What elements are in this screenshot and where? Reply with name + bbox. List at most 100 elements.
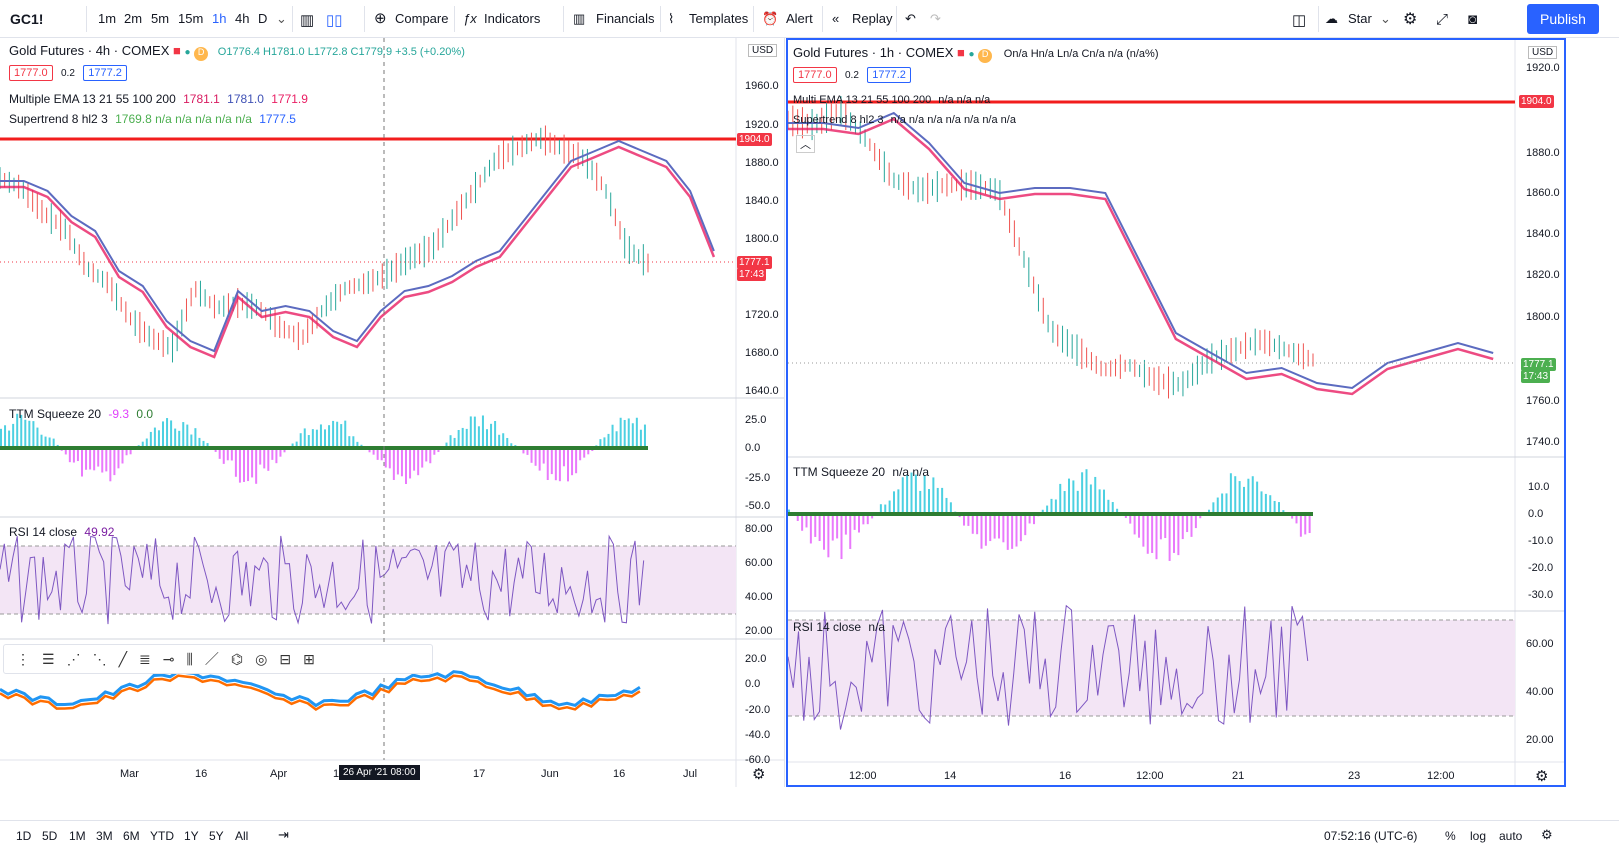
right-supertrend-legend[interactable]: Supertrend 8 hl2 3 n/a n/a n/a n/a n/a n… (793, 114, 1016, 126)
fib-channel-icon[interactable]: ⊟ (279, 650, 292, 667)
left-chart-pane[interactable]: Gold Futures · 4h · COMEX ■ ● D O1776.4 … (0, 38, 785, 787)
interval-2m[interactable]: 2m (124, 11, 143, 26)
chevron-down-icon[interactable]: ⌄ (1380, 11, 1391, 26)
plus-circle-icon[interactable]: ⊕ (374, 10, 387, 27)
range-1y[interactable]: 1Y (184, 829, 199, 843)
templates-icon[interactable]: ⌇ (668, 11, 675, 26)
right-rsi-legend[interactable]: RSI 14 close n/a (793, 620, 885, 634)
trend-line-icon[interactable]: ╱ (118, 650, 127, 667)
range-5d[interactable]: 5D (42, 829, 58, 843)
interval-15m[interactable]: 15m (178, 11, 204, 26)
log-toggle[interactable]: log (1470, 829, 1487, 843)
fx-icon[interactable]: ƒx (463, 11, 477, 26)
ttm-histogram-bar (849, 514, 852, 549)
range-1d[interactable]: 1D (16, 829, 32, 843)
left-supertrend-legend[interactable]: Supertrend 8 hl2 3 1769.8 n/a n/a n/a n/… (9, 112, 296, 126)
ask-price[interactable]: 1777.2 (867, 67, 911, 83)
financials-button[interactable]: Financials (596, 11, 655, 26)
publish-button[interactable]: Publish (1527, 4, 1599, 34)
clock[interactable]: 07:52:16 (UTC-6) (1324, 829, 1418, 843)
collapse-legend-icon[interactable]: ︿ (796, 135, 815, 153)
compare-button[interactable]: Compare (395, 11, 449, 26)
range-5y[interactable]: 5Y (209, 829, 224, 843)
chevron-down-icon[interactable]: ⌄ (276, 11, 287, 26)
gear-icon[interactable]: ⚙ (1403, 11, 1418, 28)
pattern-icon[interactable]: ⋰ (66, 650, 81, 667)
interval-d[interactable]: D (258, 11, 268, 26)
financials-icon[interactable]: ▥ (573, 11, 586, 26)
ttm-histogram-bar (1011, 514, 1014, 549)
ttm-histogram-bar (871, 514, 874, 519)
fib-icon[interactable]: ≣ (139, 650, 151, 667)
right-ttm-legend[interactable]: TTM Squeeze 20 n/a n/a (793, 465, 929, 479)
left-time-tick: 16 (613, 768, 626, 780)
layout-icon[interactable]: ◫ (1292, 12, 1307, 29)
interval-1m[interactable]: 1m (98, 11, 117, 26)
alert-button[interactable]: Alert (786, 11, 813, 26)
left-macd-tick: 20.0 (745, 653, 767, 665)
camera-icon[interactable]: ◙ (1468, 11, 1478, 28)
goto-date-icon[interactable]: ⇥ (278, 827, 289, 842)
right-ema-legend[interactable]: Multi EMA 13 21 55 100 200 n/a n/a n/a (793, 94, 990, 106)
candles-icon[interactable]: ▯▯ (326, 12, 343, 29)
abcd-pattern-icon[interactable]: ⋱ (92, 650, 107, 667)
interval-1h[interactable]: 1h (212, 11, 227, 26)
ttm-histogram-bar (4, 425, 7, 448)
symbol-search[interactable]: GC1! (10, 11, 44, 27)
templates-button[interactable]: Templates (689, 11, 749, 26)
range-all[interactable]: All (235, 829, 249, 843)
range-6m[interactable]: 6M (123, 829, 140, 843)
ttm-histogram-bar (823, 514, 825, 550)
bid-price[interactable]: 1777.0 (793, 67, 837, 83)
horizontal-lines-icon[interactable]: ☰ (42, 650, 55, 667)
ttm-histogram-bar (619, 417, 622, 448)
ask-price[interactable]: 1777.2 (83, 65, 127, 81)
bar-style-icon[interactable]: ▥ (300, 12, 315, 29)
interval-4h[interactable]: 4h (235, 11, 250, 26)
interval-5m[interactable]: 5m (151, 11, 170, 26)
ttm-histogram-bar (550, 448, 553, 475)
percent-toggle[interactable]: % (1445, 829, 1456, 843)
redo-icon[interactable]: ↷ (930, 11, 941, 26)
alarm-icon[interactable]: ⏰ (762, 11, 779, 26)
ttm-histogram-bar (1234, 476, 1237, 514)
horizontal-ray-icon[interactable]: ⊸ (162, 650, 175, 667)
node-icon[interactable]: ⌬ (230, 650, 244, 667)
left-chart-canvas[interactable] (0, 38, 785, 787)
right-chart-canvas[interactable] (788, 40, 1566, 787)
spiral-icon[interactable]: ◎ (255, 650, 268, 667)
bars-pattern-icon[interactable]: ⫼ (186, 650, 193, 667)
gear-icon[interactable]: ⚙ (1535, 768, 1549, 785)
bid-price[interactable]: 1777.0 (9, 65, 53, 81)
range-3m[interactable]: 3M (96, 829, 113, 843)
auto-toggle[interactable]: auto (1499, 829, 1523, 843)
left-ttm-tick: -25.0 (745, 472, 771, 484)
left-currency[interactable]: USD (748, 44, 778, 57)
layout-name[interactable]: Star (1348, 11, 1372, 26)
right-currency[interactable]: USD (1528, 46, 1558, 59)
drag-handle-icon[interactable]: ⋮ (16, 650, 30, 667)
gear-icon[interactable]: ⚙ (752, 766, 766, 783)
ttm-histogram-bar (615, 431, 618, 448)
replay-icon[interactable]: « (832, 11, 840, 26)
indicators-button[interactable]: Indicators (484, 11, 541, 26)
left-ttm-legend[interactable]: TTM Squeeze 20 -9.3 0.0 (9, 407, 153, 421)
range-1m[interactable]: 1M (69, 829, 86, 843)
ttm-histogram-bar (1278, 502, 1280, 514)
left-ema-legend[interactable]: Multiple EMA 13 21 55 100 200 1781.1 178… (9, 92, 308, 106)
replay-button[interactable]: Replay (852, 11, 893, 26)
left-rsi-legend[interactable]: RSI 14 close 49.92 (9, 525, 114, 539)
right-time-tick: 23 (1348, 770, 1361, 782)
fullscreen-icon[interactable]: ⤢ (1436, 11, 1449, 28)
ttm-histogram-bar (157, 430, 160, 448)
line-tool-icon[interactable]: ／ (204, 651, 219, 667)
left-time-tick: 17 (473, 768, 486, 780)
range-ytd[interactable]: YTD (150, 829, 174, 843)
ttm-histogram-bar (980, 514, 983, 549)
cloud-icon[interactable]: ☁ (1325, 11, 1338, 26)
fib-timezone-icon[interactable]: ⊞ (303, 650, 315, 667)
undo-icon[interactable]: ↶ (905, 11, 916, 26)
right-chart-pane[interactable]: Gold Futures · 1h · COMEX ■ ● D On/a Hn/… (786, 38, 1566, 787)
gear-icon[interactable]: ⚙ (1541, 827, 1553, 842)
ttm-histogram-bar (1054, 499, 1057, 514)
